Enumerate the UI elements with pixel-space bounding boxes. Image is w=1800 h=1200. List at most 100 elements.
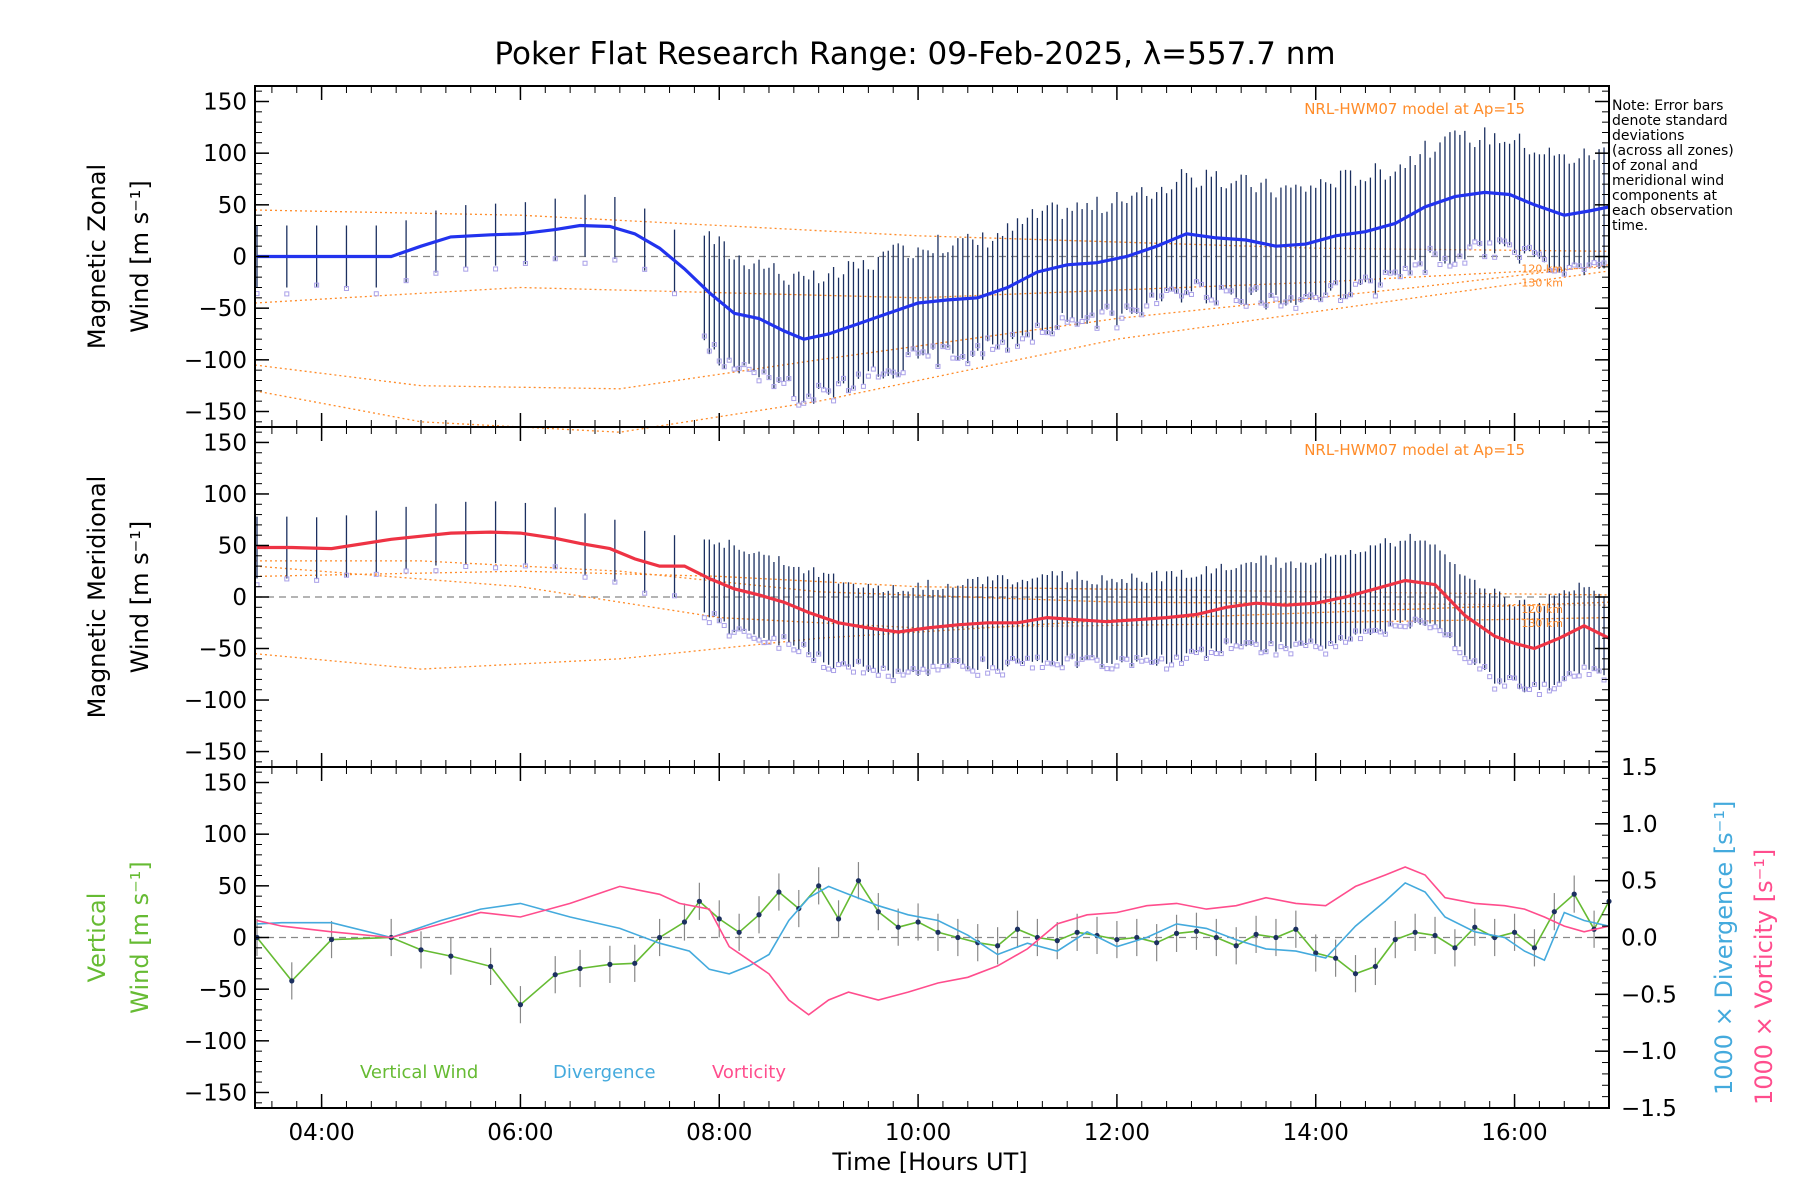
zone-point [373, 291, 379, 297]
zone-point [860, 670, 866, 676]
vertical-wind-point [1432, 932, 1438, 939]
vertical-wind-point [995, 943, 1001, 949]
zone-point [826, 388, 832, 394]
zone-point [612, 579, 618, 585]
zone-point [910, 666, 916, 672]
zone-point [1014, 658, 1020, 664]
zone-point [1258, 300, 1264, 306]
zone-point [1328, 283, 1334, 289]
zone-point [935, 363, 941, 369]
zone-point [1502, 683, 1508, 689]
zone-point [1566, 671, 1572, 677]
zone-point [1482, 254, 1488, 260]
zone-point [1174, 288, 1180, 294]
zone-point [1268, 292, 1274, 298]
zone-point [1258, 650, 1264, 656]
y-tick-label: −50 [198, 977, 247, 1003]
zone-point [1069, 317, 1075, 323]
zone-point [1298, 640, 1304, 646]
zone-point [1044, 660, 1050, 666]
zone-point [1566, 264, 1572, 270]
zone-point [1054, 325, 1060, 331]
y-tick-label: −50 [198, 296, 247, 322]
zone-point [463, 563, 469, 569]
zone-point [1079, 319, 1085, 325]
zone-point [776, 377, 782, 383]
zone-point [860, 383, 866, 389]
zone-point [1432, 251, 1438, 257]
zone-point [721, 364, 727, 370]
vertical-wind-point [577, 965, 583, 972]
zone-point [1273, 296, 1279, 302]
zone-point [930, 343, 936, 349]
zone-point [985, 670, 991, 676]
vertical-wind-point [632, 960, 638, 966]
zone-point [781, 634, 787, 640]
model-altitude-label: 120 km [1521, 603, 1563, 616]
zone-point [1228, 288, 1234, 294]
vertical-wind-point [1571, 891, 1577, 897]
zone-point [975, 672, 981, 678]
zone-point [1248, 640, 1254, 646]
zone-point [1462, 656, 1468, 662]
zone-point [1581, 664, 1587, 670]
y-tick-label: −100 [184, 348, 247, 374]
zone-point [1213, 651, 1219, 657]
zone-point [1144, 303, 1150, 309]
zone-point [1134, 307, 1140, 313]
zone-point [836, 662, 842, 668]
zone-point [905, 352, 911, 358]
model-curve [254, 264, 1610, 390]
zone-point [1169, 286, 1175, 292]
zone-point [1417, 618, 1423, 624]
zone-point [796, 649, 802, 655]
y-axis-label: Wind [m s⁻¹] [126, 521, 154, 673]
zone-point [1129, 663, 1135, 669]
zone-point [1586, 671, 1592, 677]
vertical-wind-point [681, 919, 688, 925]
zone-point [1208, 297, 1214, 303]
zone-point [945, 344, 951, 350]
y-tick-label: −100 [184, 1029, 247, 1055]
zone-point [1531, 681, 1537, 687]
zone-point [1556, 267, 1562, 273]
vertical-wind-point [1472, 924, 1478, 930]
zone-point [1422, 269, 1428, 275]
zone-point [1452, 646, 1458, 652]
zone-point [806, 652, 812, 658]
zone-point [1512, 675, 1518, 681]
zone-point [1467, 659, 1473, 665]
zone-point [726, 633, 732, 639]
zone-point [826, 666, 832, 672]
zone-point [890, 678, 896, 684]
vertical-wind-point [1134, 934, 1140, 941]
zone-point [880, 371, 886, 377]
zone-point [1432, 624, 1438, 630]
zone-point [1198, 281, 1204, 287]
vertical-wind-point [448, 953, 454, 959]
zone-point [1357, 636, 1363, 642]
model-curve [254, 266, 1610, 304]
vertical-wind-point [488, 963, 494, 970]
zone-point [1099, 309, 1105, 315]
zone-point [1502, 238, 1508, 244]
vertical-wind-point [816, 883, 822, 889]
zone-point [1293, 641, 1299, 647]
zone-point [1387, 270, 1393, 276]
zone-point [1104, 303, 1110, 309]
y-axis-label: Magnetic Meridional [83, 476, 111, 719]
zone-point [756, 378, 762, 384]
zone-point [1029, 339, 1035, 345]
vertical-wind-point [1154, 940, 1160, 946]
zone-point [811, 397, 817, 403]
vertical-wind-point [835, 916, 842, 922]
note-line: components at [1612, 188, 1718, 204]
zone-point [1357, 279, 1363, 285]
zone-point [1024, 655, 1030, 661]
zone-point [915, 350, 921, 356]
zone-point [811, 657, 817, 663]
zone-point [1487, 674, 1493, 680]
zone-point [1333, 280, 1339, 286]
zone-point [1039, 329, 1045, 335]
zone-point [1089, 312, 1095, 318]
